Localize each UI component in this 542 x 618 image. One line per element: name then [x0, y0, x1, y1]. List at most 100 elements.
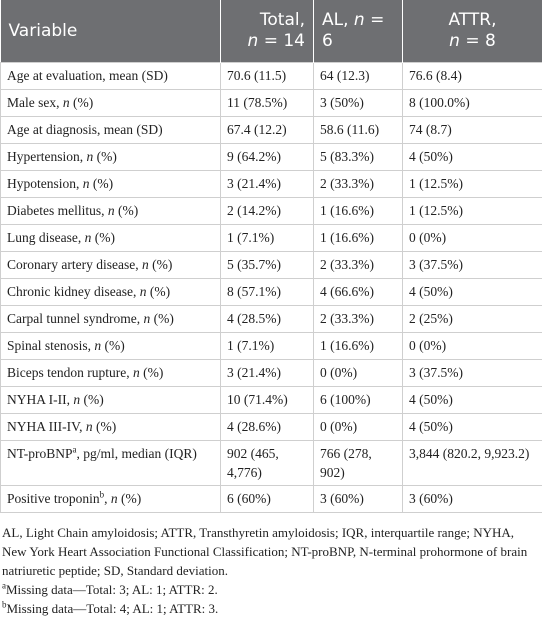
footnotes: AL, Light Chain amyloidosis; ATTR, Trans…	[0, 513, 542, 618]
text: 3 (60%)	[409, 491, 453, 506]
text: Diabetes mellitus,	[7, 203, 108, 218]
cell: 2 (33.3%)	[314, 252, 403, 279]
text: Age at evaluation, mean (SD)	[7, 68, 168, 83]
text: ,	[104, 491, 111, 506]
text: (%)	[91, 230, 115, 245]
text: ATTR,	[449, 10, 497, 30]
table-row: Diabetes mellitus, n (%) 2 (14.2%) 1 (16.6…	[1, 198, 542, 225]
text: 3,844 (820.2, 9,923.2)	[409, 446, 529, 461]
text: Hypotension,	[7, 176, 83, 191]
text: (%)	[115, 203, 139, 218]
text: 1 (16.6%)	[320, 203, 374, 218]
row-label: Male sex, n (%)	[1, 90, 221, 117]
text: 3 (60%)	[320, 491, 364, 506]
row-label: NT-proBNPa, pg/ml, median (IQR)	[1, 441, 221, 486]
row-label: Lung disease, n (%)	[1, 225, 221, 252]
text: 0 (0%)	[409, 338, 446, 353]
cell: 1 (12.5%)	[403, 171, 542, 198]
text: (%)	[101, 338, 125, 353]
table-row: Chronic kidney disease, n (%) 8 (57.1%) 4 …	[1, 279, 542, 306]
text: 3 (21.4%)	[227, 176, 281, 191]
footnote: bMissing data—Total: 4; AL: 1; ATTR: 3.	[2, 599, 540, 618]
text: 1 (16.6%)	[320, 338, 374, 353]
text: 6 (60%)	[227, 491, 271, 506]
text: (%)	[140, 365, 164, 380]
cell: 4 (50%)	[403, 144, 542, 171]
table-row: Biceps tendon rupture, n (%) 3 (21.4%) 0 (…	[1, 360, 542, 387]
italic-text: n	[86, 419, 93, 434]
text: 1 (16.6%)	[320, 230, 374, 245]
row-label: Coronary artery disease, n (%)	[1, 252, 221, 279]
cell: 11 (78.5%)	[221, 90, 314, 117]
text: 3 (37.5%)	[409, 365, 463, 380]
text: (%)	[80, 392, 104, 407]
text: 3 (50%)	[320, 95, 364, 110]
text: 1 (7.1%)	[227, 338, 274, 353]
text: , pg/ml, median (IQR)	[77, 446, 197, 461]
text: 2 (33.3%)	[320, 257, 374, 272]
text: 3 (21.4%)	[227, 365, 281, 380]
text: 8 (57.1%)	[227, 284, 281, 299]
cell: 3 (50%)	[314, 90, 403, 117]
text: AL, Light Chain amyloidosis; ATTR, Trans…	[2, 525, 527, 578]
cell: 3 (21.4%)	[221, 360, 314, 387]
cell: 2 (14.2%)	[221, 198, 314, 225]
text: 902 (465, 4,776)	[227, 446, 279, 480]
table-row: Hypotension, n (%)3 (21.4%)2 (33.3%)1 (1…	[1, 171, 542, 198]
text: 4 (28.6%)	[227, 419, 281, 434]
table-body: Age at evaluation, mean (SD) 70.6 (11.5) 6…	[1, 63, 542, 513]
italic-text: n	[108, 203, 115, 218]
cell: 3 (60%)	[314, 486, 403, 513]
cell: 58.6 (11.6)	[314, 117, 403, 144]
header-cell: AL, n = 6	[314, 0, 403, 63]
text: 5 (35.7%)	[227, 257, 281, 272]
text: 1 (12.5%)	[409, 203, 463, 218]
row-label: Chronic kidney disease, n (%)	[1, 279, 221, 306]
cell: 6 (60%)	[221, 486, 314, 513]
text: 766 (278, 902)	[320, 446, 372, 480]
row-label: Biceps tendon rupture, n (%)	[1, 360, 221, 387]
cell: 1 (16.6%)	[314, 225, 403, 252]
text: Hypertension,	[7, 149, 86, 164]
cell: 2 (25%)	[403, 306, 542, 333]
text: 2 (33.3%)	[320, 311, 374, 326]
text: 8 (100.0%)	[409, 95, 470, 110]
header-cell: ATTR,n = 8	[403, 0, 542, 63]
cell: 4 (50%)	[403, 279, 542, 306]
text: (%)	[70, 95, 94, 110]
text: 70.6 (11.5)	[227, 68, 286, 83]
text: Positive troponin	[7, 491, 100, 506]
table-row: Hypertension, n (%)9 (64.2%)5 (83.3%)4 (…	[1, 144, 542, 171]
cell: 74 (8.7)	[403, 117, 542, 144]
cell: 4 (50%)	[403, 414, 542, 441]
text: Lung disease,	[7, 230, 85, 245]
italic-text: n	[133, 365, 140, 380]
cell: 1 (12.5%)	[403, 198, 542, 225]
text: 2 (33.3%)	[320, 176, 374, 191]
cell: 0 (0%)	[314, 360, 403, 387]
row-label: NYHA III-IV, n (%)	[1, 414, 221, 441]
cell: 1 (16.6%)	[314, 333, 403, 360]
text: 11 (78.5%)	[227, 95, 287, 110]
text: Age at diagnosis, mean (SD)	[7, 122, 163, 137]
italic-text: n	[142, 257, 149, 272]
text: 74 (8.7)	[409, 122, 452, 137]
cell: 0 (0%)	[403, 333, 542, 360]
text: = 14	[258, 31, 305, 51]
text: (%)	[93, 149, 117, 164]
text: 1 (12.5%)	[409, 176, 463, 191]
text: 4 (50%)	[409, 149, 453, 164]
italic-text: n	[83, 176, 90, 191]
row-label: NYHA I-II, n (%)	[1, 387, 221, 414]
cell: 1 (7.1%)	[221, 225, 314, 252]
table-row: Carpal tunnel syndrome, n (%)4 (28.5%)2 …	[1, 306, 542, 333]
text: 5 (83.3%)	[320, 149, 374, 164]
italic-text: n	[63, 95, 70, 110]
cell: 9 (64.2%)	[221, 144, 314, 171]
cell: 3 (37.5%)	[403, 252, 542, 279]
text: 58.6 (11.6)	[320, 122, 379, 137]
table-row: NYHA III-IV, n (%)4 (28.6%)0 (0%)4 (50%)	[1, 414, 542, 441]
cell: 10 (71.4%)	[221, 387, 314, 414]
